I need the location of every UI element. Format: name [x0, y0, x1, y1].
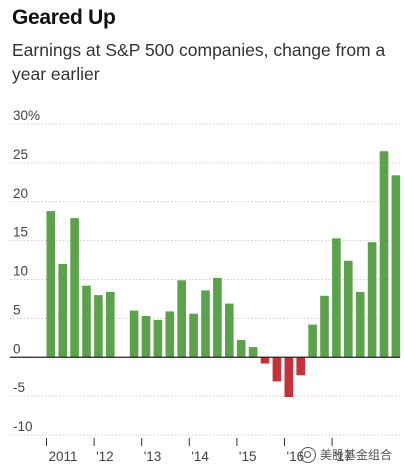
bar	[201, 290, 210, 358]
bar	[236, 340, 246, 358]
x-tick-label: '12	[96, 449, 114, 464]
x-tick-label: 2011	[49, 449, 78, 464]
bar	[70, 218, 79, 358]
x-tick-label: '14	[191, 449, 209, 464]
bar	[106, 291, 115, 358]
bar	[94, 295, 103, 358]
watermark-text: 美股基金组合	[320, 448, 393, 462]
wechat-logo-icon	[300, 446, 316, 463]
bar	[344, 260, 353, 358]
bar	[332, 238, 341, 358]
watermark: 美股基金组合	[300, 446, 392, 463]
bar	[248, 347, 258, 358]
bar	[165, 311, 175, 358]
bar	[46, 211, 56, 358]
y-tick-label: -5	[13, 380, 25, 395]
chart-title: Geared Up	[12, 6, 116, 29]
bars	[10, 151, 401, 397]
y-tick-label: -10	[13, 419, 33, 434]
bar	[320, 295, 329, 358]
bar	[272, 357, 282, 382]
bar	[391, 175, 401, 358]
y-tick-label: 30%	[13, 108, 40, 123]
x-tick-label: '13	[144, 449, 162, 464]
bar	[213, 277, 222, 358]
x-tick-label: '16	[287, 449, 305, 464]
x-axis: 2011 '12 '13 '14 '15 '16 '17	[46, 438, 352, 464]
bar	[308, 324, 317, 358]
x-tick-label: '15	[239, 449, 257, 464]
x-tick-label: '17	[334, 449, 352, 464]
bar	[225, 303, 234, 358]
bar	[379, 151, 389, 358]
y-tick-label: 25	[13, 147, 28, 162]
bar	[189, 313, 198, 358]
y-tick-label: 20	[13, 186, 28, 201]
bar	[129, 310, 139, 358]
bar	[367, 242, 377, 358]
bar	[153, 319, 163, 358]
y-tick-label: 15	[13, 225, 28, 240]
bar	[177, 280, 186, 358]
y-tick-label: 5	[13, 302, 21, 317]
y-tick-label: 0	[13, 341, 21, 356]
gridlines: 30% 25 20 15 10 5 0 -5 -10	[10, 108, 400, 436]
bar	[355, 291, 365, 358]
chart-subtitle: Earnings at S&P 500 companies, change fr…	[12, 40, 386, 84]
bar	[260, 357, 270, 364]
bar	[82, 285, 91, 358]
bar	[58, 263, 67, 358]
bar	[284, 357, 294, 397]
bar	[141, 316, 151, 358]
bar	[296, 357, 305, 376]
y-tick-label: 10	[13, 264, 28, 279]
